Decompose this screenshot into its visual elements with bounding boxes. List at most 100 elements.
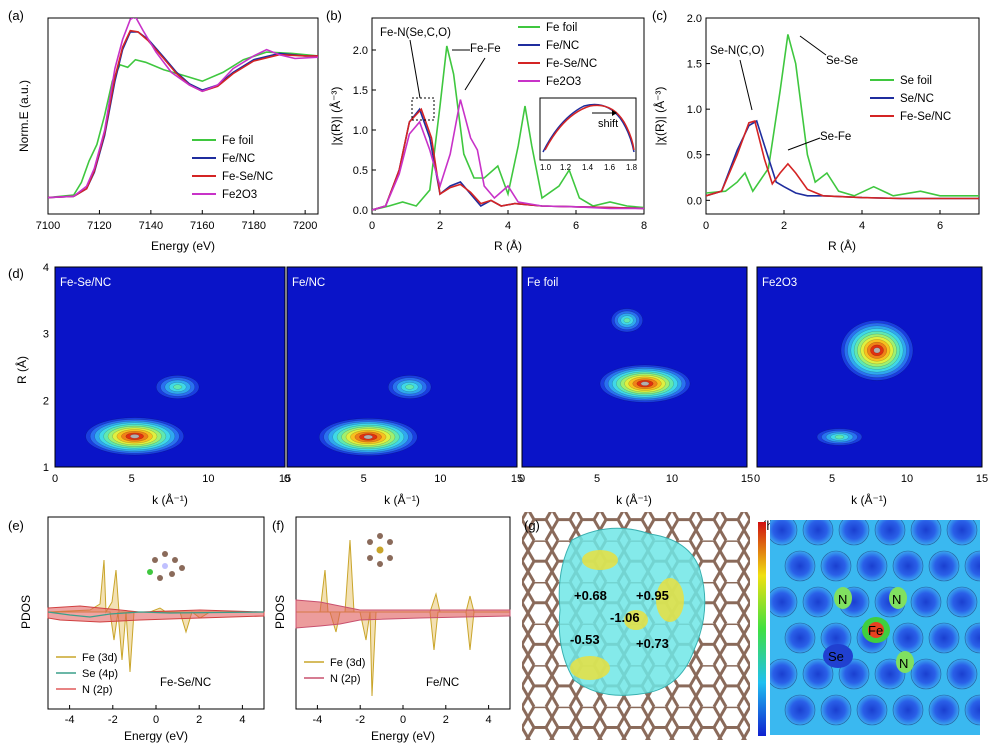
series-line-fe2o3 (48, 18, 318, 199)
panel-e-label: (e) (8, 518, 24, 533)
series-line-fe-nc (48, 31, 318, 199)
map-title: Fe foil (527, 277, 558, 289)
atom (367, 555, 373, 561)
panel-e: (e) -4 -2 0 2 4 Energy (eV) PDOS Fe-Se/NC Fe… (8, 516, 265, 743)
panel-b-label: (b) (326, 8, 342, 23)
x-tick-label: 2 (437, 220, 443, 232)
elf-cell (784, 550, 816, 582)
panel-d-xlabel: k (Å⁻¹) (384, 492, 420, 507)
panel-a-series (48, 18, 318, 199)
elf-cell (910, 520, 942, 546)
x-tick-label: 0 (52, 473, 58, 485)
x-tick-label: 15 (976, 473, 988, 485)
elf-cell (874, 520, 906, 546)
panel-c-label: (c) (652, 8, 667, 23)
panel-f-legend: Fe (3d) N (2p) (304, 657, 365, 685)
elf-cell (964, 622, 980, 654)
elf-cell (784, 694, 816, 726)
inset-tick: 1.0 (540, 163, 552, 172)
legend-entry: Se foil (900, 75, 932, 87)
elf-cell (910, 586, 942, 618)
series-line-fe-foil (372, 45, 644, 211)
wavelet-map-0 (55, 267, 285, 467)
y-tick-label: 0.5 (353, 165, 368, 177)
atom (169, 571, 175, 577)
inset-curve-fe-se-nc (544, 104, 635, 151)
map-frame (286, 266, 518, 468)
x-tick-label: 10 (434, 473, 446, 485)
map-frame (521, 266, 748, 468)
map-frame (756, 266, 983, 468)
x-tick-label: 2 (443, 714, 449, 726)
legend-entry: N (2p) (330, 673, 361, 685)
x-tick-label: -2 (108, 714, 118, 726)
x-tick-label: 0 (284, 473, 290, 485)
legend-entry: Fe-Se/NC (222, 171, 273, 183)
charge-accumulation-region (624, 610, 648, 630)
elf-cell (856, 550, 888, 582)
x-tick-label: -4 (65, 714, 75, 726)
x-tick-label: 8 (641, 220, 647, 232)
y-tick-label: 0.0 (353, 205, 368, 217)
panel-b-ticks: 0 2 4 6 8 0.0 0.5 1.0 1.5 2.0 (353, 45, 647, 232)
elf-cell (838, 520, 870, 546)
annotation-fe-n: Fe-N(Se,C,O) (380, 27, 451, 39)
legend-entry: Se (4p) (82, 668, 118, 680)
charge-accumulation-region (656, 578, 684, 622)
elf-cell (964, 550, 980, 582)
pdos-n-2p (295, 599, 511, 629)
charge-label: +0.68 (574, 588, 607, 603)
panel-g (522, 512, 750, 740)
y-tick-label: 2.0 (687, 13, 702, 25)
elf-cell (820, 694, 852, 726)
panel-e-ylabel: PDOS (19, 595, 33, 629)
elf-cell (946, 520, 978, 546)
atom (376, 546, 384, 554)
x-tick-label: 5 (361, 473, 367, 485)
wavelet-map-2 (522, 267, 747, 467)
elf-cell (802, 520, 834, 546)
panel-b-ylabel: |χ(R)| (Å⁻³) (328, 87, 343, 146)
panel-a-legend: Fe foil Fe/NC Fe-Se/NC Fe2O3 (192, 135, 273, 201)
atom (172, 557, 178, 563)
contour-level (623, 317, 631, 323)
legend-entry: Fe2O3 (222, 189, 257, 201)
elf-cell (892, 622, 924, 654)
contour-level (640, 381, 650, 386)
y-tick-label: 0.0 (687, 195, 702, 207)
atom (162, 563, 168, 569)
panel-c-ticks: 0 2 4 6 0.0 0.5 1.0 1.5 2.0 (687, 13, 943, 232)
atom-label: N (892, 592, 901, 607)
map-frame (54, 266, 286, 468)
panel-d-label: (d) (8, 266, 24, 281)
series-line-fe2o3 (372, 99, 644, 211)
legend-entry: Fe (3d) (82, 652, 117, 664)
panel-g-annotations: (g) +0.68 +0.95 -1.06 -0.53 +0.73 (524, 518, 669, 651)
y-tick-label: 4 (43, 262, 49, 274)
y-tick-label: 1.5 (353, 85, 368, 97)
y-tick-label: 1.0 (687, 104, 702, 116)
panel-e-legend: Fe (3d) Se (4p) N (2p) (56, 652, 118, 696)
legend-entry: Fe/NC (546, 40, 579, 52)
pdos-fe-3d-up (296, 539, 510, 613)
series-line-fe-se-nc (706, 119, 979, 200)
molecule-inset-f (367, 533, 393, 567)
panel-c-legend: Se foil Se/NC Fe-Se/NC (870, 75, 951, 123)
panel-a-axes (47, 17, 319, 215)
x-tick-label: 2 (196, 714, 202, 726)
y-tick-label: 2 (43, 395, 49, 407)
x-tick-label: 10 (666, 473, 678, 485)
x-tick-label: 0 (703, 220, 709, 232)
fe-site-core (868, 622, 884, 638)
elf-cell (802, 586, 834, 618)
elf-cell (910, 658, 942, 690)
inset-tick: 1.6 (604, 163, 616, 172)
inset-tick: 1.8 (626, 163, 638, 172)
x-tick-label: 7120 (87, 220, 111, 232)
panel-f-ylabel: PDOS (273, 595, 287, 629)
atom (162, 551, 168, 557)
annotation-se-fe: Se-Fe (820, 131, 851, 143)
legend-entry: Fe2O3 (546, 76, 581, 88)
x-tick-label: 4 (505, 220, 511, 232)
